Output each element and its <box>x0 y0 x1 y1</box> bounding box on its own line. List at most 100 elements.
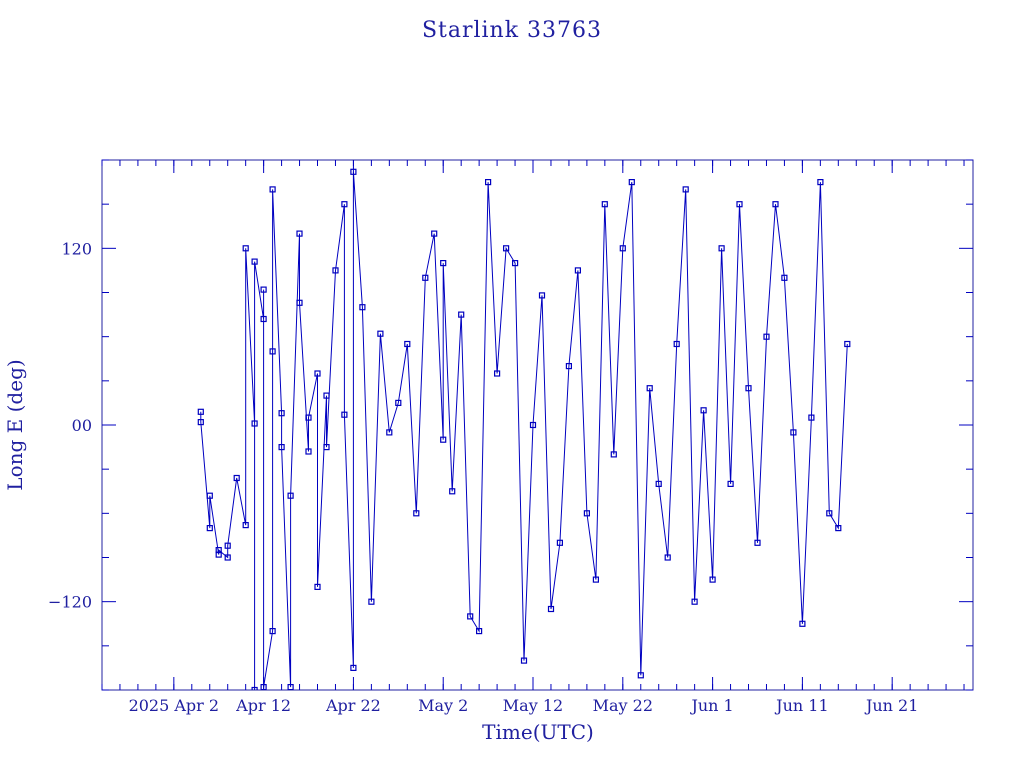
data-point <box>790 429 797 436</box>
data-point <box>763 333 770 340</box>
y-axis-label: Long E (deg) <box>3 359 27 490</box>
data-point <box>799 620 806 627</box>
data-point <box>260 286 267 293</box>
data-point <box>538 292 546 299</box>
data-point <box>314 583 321 591</box>
data-point <box>494 370 501 377</box>
data-point <box>269 348 276 355</box>
data-point <box>664 554 671 561</box>
data-point <box>278 410 285 417</box>
data-point <box>619 245 626 252</box>
data-point <box>215 546 222 554</box>
data-point <box>413 510 420 517</box>
data-point <box>251 258 258 265</box>
data-point <box>332 267 339 274</box>
data-point <box>278 444 285 451</box>
data-point <box>305 414 312 421</box>
data-point <box>206 524 213 532</box>
x-tick-label: Apr 12 <box>235 696 291 715</box>
data-point <box>592 576 600 583</box>
data-point <box>197 408 204 415</box>
data-point <box>476 627 483 635</box>
data-point <box>269 186 276 193</box>
data-point <box>745 385 752 392</box>
data-point <box>637 672 644 679</box>
data-point <box>781 274 788 281</box>
data-point <box>386 429 393 436</box>
x-tick-label: May 22 <box>593 696 653 715</box>
data-point <box>260 315 267 323</box>
data-point <box>547 605 555 613</box>
y-tick-label: −120 <box>48 593 92 612</box>
data-point <box>503 245 510 252</box>
data-point <box>287 683 294 690</box>
data-point <box>565 363 573 370</box>
x-tick-label: 2025 Apr 2 <box>129 696 220 715</box>
data-point <box>673 340 680 348</box>
data-point <box>817 179 824 186</box>
data-point <box>377 330 384 337</box>
data-point <box>260 683 267 690</box>
data-point <box>431 230 438 237</box>
x-tick-label: Jun 11 <box>774 696 828 715</box>
data-point <box>511 260 519 267</box>
data-point <box>440 436 447 443</box>
y-tick-label: 00 <box>72 416 92 435</box>
data-point <box>467 613 474 620</box>
data-point <box>296 230 303 237</box>
data-point <box>224 554 231 561</box>
data-point <box>646 385 653 392</box>
data-point <box>709 576 716 583</box>
x-axis-label: Time(UTC) <box>482 720 594 744</box>
data-point <box>242 521 249 529</box>
data-point <box>224 542 231 549</box>
data-point <box>529 421 537 429</box>
data-point <box>574 267 582 274</box>
data-point <box>323 444 330 451</box>
x-tick-label: May 12 <box>503 696 563 715</box>
data-point <box>556 539 564 546</box>
data-point <box>269 627 276 635</box>
plot-frame <box>101 159 974 691</box>
x-tick-label: Jun 1 <box>689 696 733 715</box>
data-point <box>197 419 204 426</box>
data-point <box>206 492 213 499</box>
data-point <box>485 179 492 186</box>
data-point <box>350 168 357 175</box>
y-tick-label: 120 <box>61 239 92 258</box>
data-point <box>736 201 743 208</box>
x-axis: 2025 Apr 2 Apr 12 Apr 22 May 2 May 12 May 22 J… <box>101 160 965 715</box>
data-point <box>835 524 842 532</box>
data-point <box>233 474 240 482</box>
data-point <box>727 480 734 487</box>
data-point <box>251 420 258 427</box>
data-point <box>242 245 249 252</box>
data-point <box>350 664 357 672</box>
series-line <box>200 171 848 690</box>
data-point <box>601 201 608 208</box>
data-point <box>682 186 689 193</box>
data-point <box>404 340 411 348</box>
y-axis: −120 00 120 <box>48 159 973 691</box>
data-point <box>610 451 617 458</box>
data-point <box>718 245 725 252</box>
data-point <box>844 340 851 348</box>
data-point <box>583 510 591 517</box>
data-point <box>628 179 635 186</box>
plot-area <box>197 168 851 690</box>
data-point <box>305 448 312 455</box>
x-tick-label: Apr 22 <box>325 696 381 715</box>
data-point <box>691 598 698 605</box>
data-point <box>458 311 465 318</box>
data-point <box>368 598 375 605</box>
data-point <box>440 260 447 267</box>
data-point <box>314 370 321 377</box>
data-point <box>422 274 429 281</box>
data-point <box>341 201 348 208</box>
data-point <box>700 407 707 414</box>
data-point <box>296 299 303 306</box>
data-point <box>341 411 348 418</box>
data-point <box>826 510 833 517</box>
data-point <box>359 304 366 311</box>
